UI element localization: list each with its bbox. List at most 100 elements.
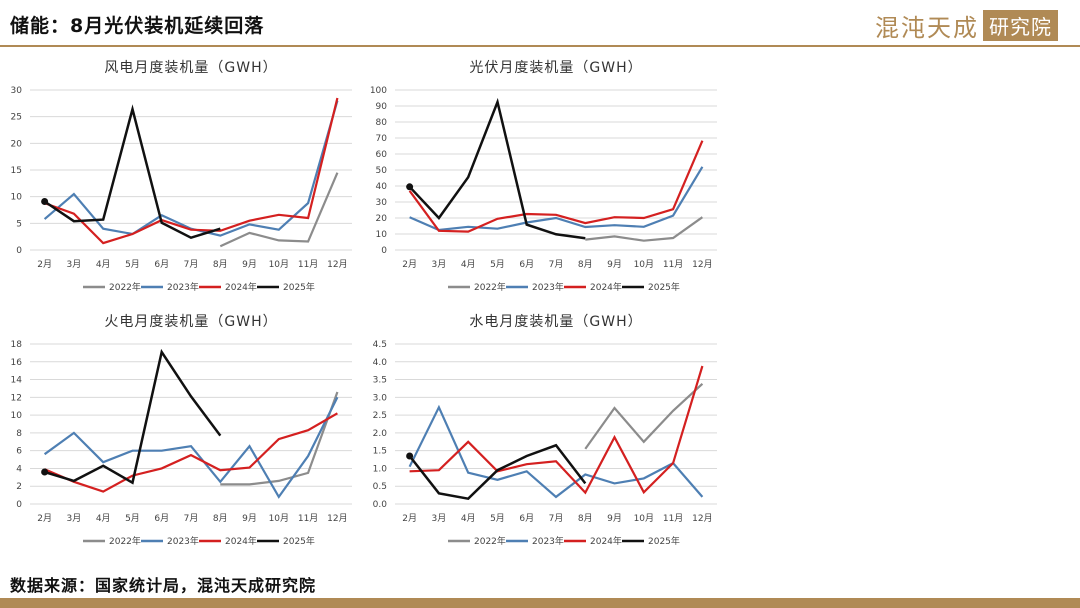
legend-label: 2024年 <box>225 281 257 293</box>
chart-title: 火电月度装机量（GWH） <box>104 314 277 330</box>
x-tick-label: 4月 <box>461 513 476 524</box>
x-tick-label: 6月 <box>154 259 169 270</box>
series-start-marker <box>41 468 49 476</box>
x-tick-label: 11月 <box>298 513 318 524</box>
y-tick-label: 6 <box>16 447 22 457</box>
y-tick-label: 2.0 <box>373 429 388 439</box>
y-tick-label: 16 <box>11 358 23 368</box>
series-line <box>219 172 339 248</box>
series-line <box>409 365 704 495</box>
x-tick-label: 7月 <box>184 513 199 524</box>
y-tick-label: 4.0 <box>373 358 388 368</box>
y-tick-label: 10 <box>11 411 23 421</box>
legend-label: 2025年 <box>283 535 315 547</box>
x-tick-label: 11月 <box>663 513 683 524</box>
y-tick-label: 3.0 <box>373 393 388 403</box>
series-line <box>584 382 704 450</box>
x-tick-label: 8月 <box>578 259 593 270</box>
y-tick-label: 4.5 <box>373 340 387 350</box>
legend-label: 2023年 <box>532 281 564 293</box>
series-line <box>408 443 587 501</box>
y-tick-label: 14 <box>11 376 23 386</box>
y-tick-label: 30 <box>376 198 388 208</box>
x-tick-label: 7月 <box>184 259 199 270</box>
header-rule <box>0 45 1080 47</box>
x-tick-label: 2月 <box>37 513 52 524</box>
x-tick-label: 8月 <box>213 513 228 524</box>
y-tick-label: 18 <box>11 340 23 350</box>
x-tick-label: 9月 <box>607 259 622 270</box>
y-tick-label: 0 <box>16 246 22 256</box>
x-tick-label: 4月 <box>461 259 476 270</box>
thermal-chart: 火电月度装机量（GWH） 0 2 4 6 8 10 12 14 16 18 2月 3月 4月 5月 6月 7月 8… <box>11 314 352 547</box>
logo-text: 混沌天成 <box>875 14 979 42</box>
x-tick-label: 5月 <box>125 259 140 270</box>
series-line <box>220 391 339 486</box>
y-tick-label: 0 <box>381 246 387 256</box>
series-line <box>44 348 222 485</box>
y-tick-label: 4 <box>16 464 22 474</box>
x-tick-label: 3月 <box>67 259 82 270</box>
y-tick-label: 5 <box>16 219 22 229</box>
x-tick-label: 10月 <box>634 259 654 270</box>
x-tick-label: 6月 <box>519 259 534 270</box>
y-tick-label: 1.5 <box>373 447 387 457</box>
legend-label: 2022年 <box>474 281 506 293</box>
x-tick-label: 12月 <box>327 259 347 270</box>
x-tick-label: 11月 <box>663 259 683 270</box>
x-tick-label: 6月 <box>519 513 534 524</box>
legend-label: 2022年 <box>474 535 506 547</box>
series-start-marker <box>406 183 414 191</box>
x-tick-label: 12月 <box>692 259 712 270</box>
x-tick-label: 7月 <box>549 259 564 270</box>
x-tick-label: 8月 <box>578 513 593 524</box>
y-tick-label: 10 <box>376 230 388 240</box>
y-tick-label: 20 <box>11 139 23 149</box>
legend-label: 2022年 <box>109 281 141 293</box>
x-tick-label: 5月 <box>490 513 505 524</box>
legend-label: 2022年 <box>109 535 141 547</box>
y-tick-label: 0.0 <box>373 500 388 510</box>
series-line <box>585 216 704 242</box>
legend-label: 2024年 <box>590 281 622 293</box>
y-tick-label: 0.5 <box>373 482 387 492</box>
legend-label: 2023年 <box>167 535 199 547</box>
x-tick-label: 2月 <box>402 513 417 524</box>
x-tick-label: 10月 <box>269 259 289 270</box>
y-tick-label: 15 <box>11 166 22 176</box>
x-tick-label: 2月 <box>402 259 417 270</box>
legend-label: 2025年 <box>648 535 680 547</box>
page-title: 储能：8月光伏装机延续回落 <box>10 15 265 37</box>
x-tick-label: 7月 <box>549 513 564 524</box>
data-source: 数据来源：国家统计局，混沌天成研究院 <box>10 576 317 595</box>
hydro-chart: 水电月度装机量（GWH） 0.0 0.5 1.0 1.5 2.0 2.5 3.0 3.5 4.0 4… <box>373 314 717 547</box>
y-tick-label: 70 <box>376 134 388 144</box>
x-tick-label: 4月 <box>96 259 111 270</box>
y-tick-label: 60 <box>376 150 388 160</box>
y-tick-label: 2 <box>16 482 22 492</box>
chart-title: 风电月度装机量（GWH） <box>104 60 277 76</box>
x-tick-label: 5月 <box>490 259 505 270</box>
series-start-marker <box>406 452 414 460</box>
x-tick-label: 12月 <box>692 513 712 524</box>
y-tick-label: 25 <box>11 113 22 123</box>
x-tick-label: 6月 <box>154 513 169 524</box>
x-tick-label: 10月 <box>269 513 289 524</box>
x-tick-label: 11月 <box>298 259 318 270</box>
company-logo: 混沌天成 研究院 <box>875 8 1058 43</box>
y-tick-label: 1.0 <box>373 464 388 474</box>
series-line <box>43 104 221 240</box>
chart-title: 水电月度装机量（GWH） <box>469 314 642 330</box>
y-tick-label: 100 <box>370 86 387 96</box>
y-tick-label: 20 <box>376 214 388 224</box>
wind-chart: 风电月度装机量（GWH） 0 5 10 15 20 25 30 2月 3月 4月 5月 6月 7月 8月 9月… <box>11 60 352 293</box>
solar-chart: 光伏月度装机量（GWH） 0 10 20 30 40 50 60 70 80 90 100 2月 3月 4月… <box>370 60 717 293</box>
logo-box: 研究院 <box>983 10 1058 41</box>
y-tick-label: 3.5 <box>373 376 387 386</box>
series-line <box>44 412 338 493</box>
chart-title: 光伏月度装机量（GWH） <box>469 60 642 76</box>
x-tick-label: 9月 <box>607 513 622 524</box>
legend-label: 2024年 <box>590 535 622 547</box>
legend-label: 2025年 <box>648 281 680 293</box>
series-line <box>43 396 339 499</box>
